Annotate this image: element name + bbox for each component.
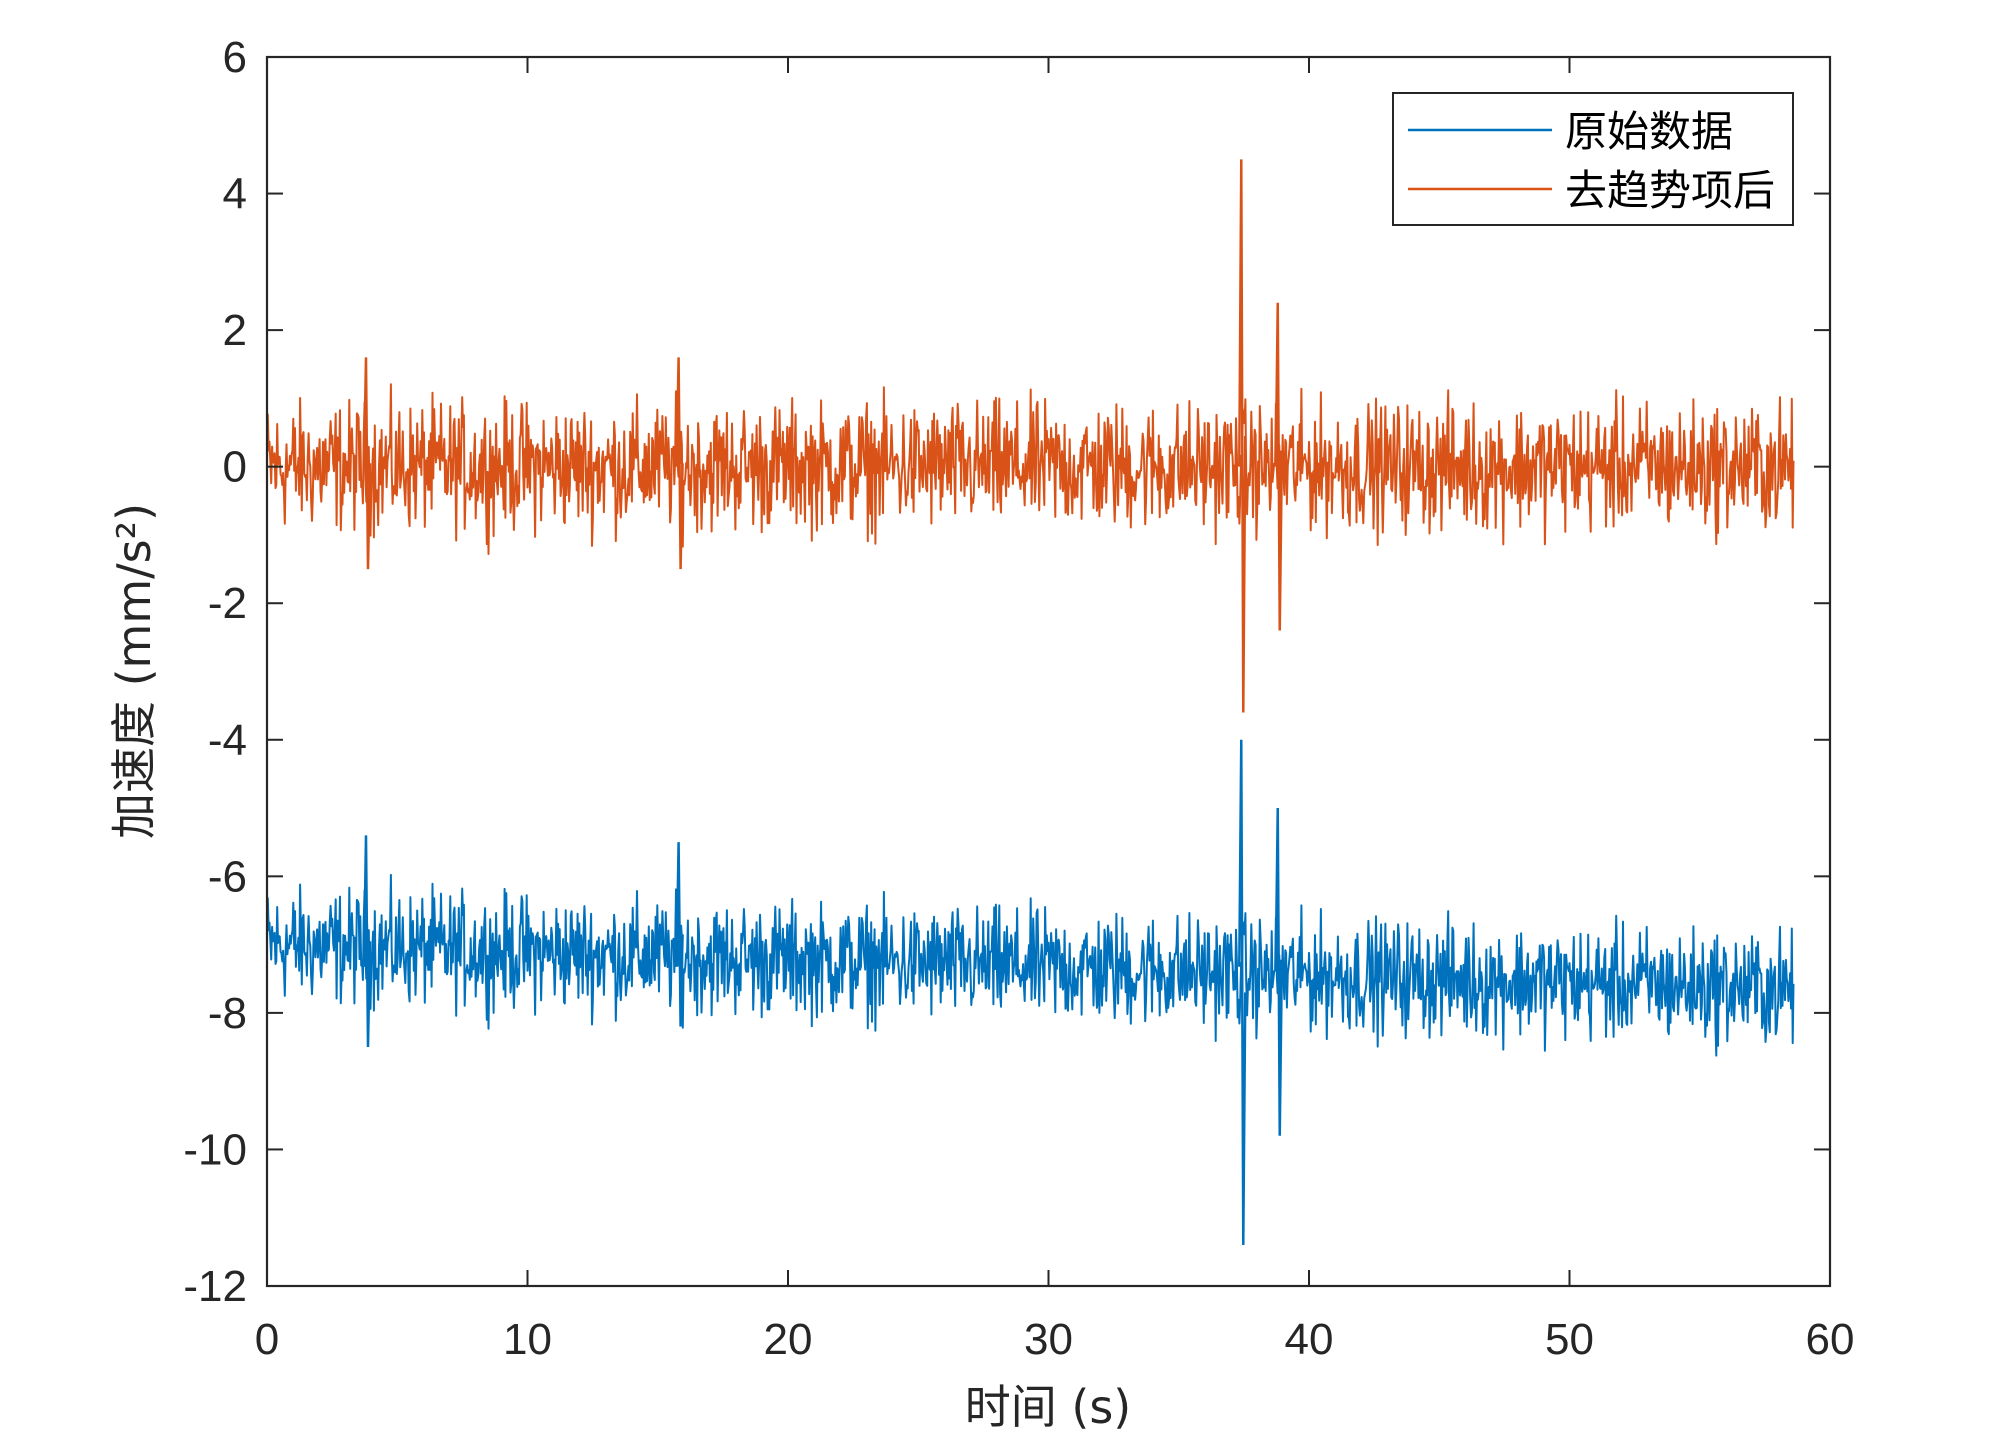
series-spike-0-0: [362, 835, 372, 1048]
plot-background: [267, 57, 1830, 1286]
y-tick-label: -12: [183, 1262, 247, 1311]
x-axis-title: 时间 (s): [965, 1380, 1131, 1434]
series-line-0: [266, 873, 1795, 1057]
x-tick-label: 40: [1285, 1315, 1334, 1364]
legend-label-detrended: 去趋势项后: [1565, 166, 1775, 215]
y-tick-label: -6: [208, 852, 247, 901]
y-tick-label: -4: [208, 716, 247, 765]
x-tick-label: 50: [1545, 1315, 1594, 1364]
x-tick-label: 0: [255, 1315, 279, 1364]
series-spike-1-3: [1274, 302, 1283, 631]
x-tick-label: 10: [503, 1315, 552, 1364]
legend: 原始数据 去趋势项后: [1392, 92, 1794, 226]
ticks-layer: 0 10 20 30 40 50 60 -12 -10 -8 -6 -4 -2 0 2 4 6: [183, 33, 1854, 1364]
series-spike-1-2: [1238, 159, 1247, 713]
plot-frame: [265, 55, 1832, 1288]
y-tick-label: 6: [223, 33, 247, 82]
y-tick-label: -10: [183, 1125, 247, 1174]
series-spike-1-1: [675, 357, 684, 570]
y-tick-label: 4: [223, 170, 247, 219]
series-spike-0-1: [675, 842, 684, 1027]
x-tick-label: 30: [1024, 1315, 1073, 1364]
legend-label-raw: 原始数据: [1565, 107, 1733, 156]
x-tick-label: 60: [1806, 1315, 1855, 1364]
series-layer: [266, 159, 1795, 1246]
y-tick-label: -8: [208, 989, 247, 1038]
y-tick-label: 0: [223, 443, 247, 492]
series-spike-0-2: [1238, 739, 1247, 1246]
y-tick-label: 2: [223, 306, 247, 355]
series-line-1: [266, 383, 1795, 555]
legend-box: [1392, 92, 1794, 226]
y-tick-label: -2: [208, 579, 247, 628]
x-tick-label: 20: [764, 1315, 813, 1364]
y-axis-title: 加速度 (mm/s²): [107, 503, 161, 839]
series-spike-0-3: [1274, 808, 1283, 1136]
series-spike-1-0: [362, 357, 372, 570]
